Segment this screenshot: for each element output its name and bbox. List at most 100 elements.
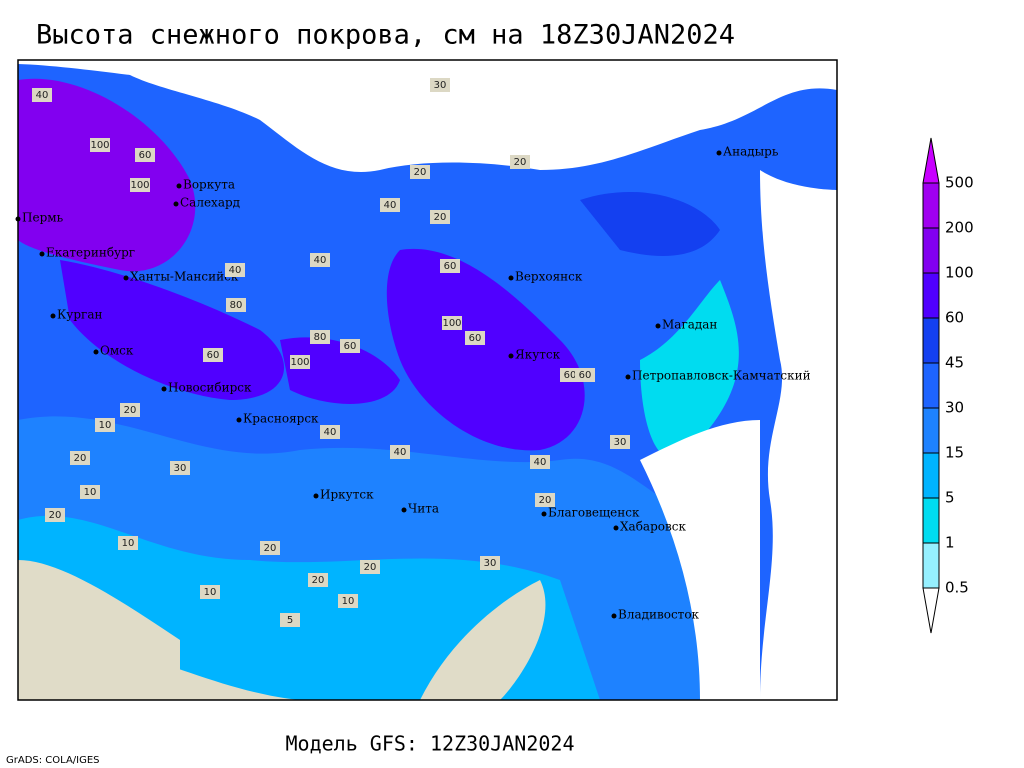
contour-label: 60	[564, 370, 577, 381]
footer: Модель GFS: 12Z30JAN2024	[286, 732, 575, 756]
city-dot	[313, 493, 319, 499]
contour-label-box	[118, 536, 138, 550]
colorbar-label: 500	[945, 174, 974, 192]
contour-label: 10	[122, 538, 135, 549]
credit: GrADS: COLA/IGES	[6, 755, 100, 766]
city-dot	[541, 511, 547, 517]
contour-label: 20	[312, 575, 325, 586]
city-dot	[15, 216, 21, 222]
colorbar-box	[922, 227, 940, 274]
contour-label: 30	[434, 80, 447, 91]
contour-label-box	[430, 78, 450, 92]
city-label: Салехард	[180, 196, 240, 210]
colorbar-label: 5	[945, 489, 955, 507]
city-dot	[716, 150, 722, 156]
city-label: Магадан	[662, 318, 717, 332]
contour-label: 100	[290, 357, 309, 368]
contour-label: 60	[139, 150, 152, 161]
colorbar-label: 30	[945, 399, 964, 417]
contour-label: 60	[207, 350, 220, 361]
contour-label-box	[310, 253, 330, 267]
contour-label: 100	[130, 180, 149, 191]
colorbar-label: 200	[945, 219, 974, 237]
city-dot	[50, 313, 56, 319]
contour-label-box	[310, 330, 330, 344]
city-dot	[39, 251, 45, 257]
contour-label: 40	[229, 265, 242, 276]
contour-label: 40	[394, 447, 407, 458]
contour-label-box	[90, 138, 110, 152]
contour-label: 20	[539, 495, 552, 506]
city-label: Анадырь	[723, 145, 779, 159]
contour-label-box	[390, 445, 410, 459]
colorbar-box	[922, 497, 940, 544]
contour-label-box	[308, 573, 328, 587]
city-dot	[161, 386, 167, 392]
contour-label-box	[280, 613, 300, 627]
city-label: Воркута	[183, 178, 235, 192]
contour-label-box	[260, 541, 280, 555]
contour-label-box	[203, 348, 223, 362]
colorbar-label: 45	[945, 354, 964, 372]
contour-label-box	[465, 331, 485, 345]
contour-label-box	[45, 508, 65, 522]
colorbar-box	[922, 407, 940, 454]
contour-label-box	[320, 425, 340, 439]
contour-label: 80	[230, 300, 243, 311]
city-dot	[508, 275, 514, 281]
contour-label: 5	[287, 615, 293, 626]
contour-label-box	[360, 560, 380, 574]
contour-label-box	[226, 298, 246, 312]
contour-label: 40	[314, 255, 327, 266]
contour-label: 20	[49, 510, 62, 521]
city-label: Курган	[57, 308, 102, 322]
contour-label-box	[510, 155, 530, 169]
contour-label-box	[410, 165, 430, 179]
city-label: Омск	[100, 344, 134, 358]
contour-label-box	[130, 178, 150, 192]
contour-label: 60	[469, 333, 482, 344]
city-label: Красноярск	[243, 412, 319, 426]
city-dot	[123, 275, 129, 281]
colorbar-label: 100	[945, 264, 974, 282]
colorbar-box	[922, 452, 940, 499]
contour-label: 20	[74, 453, 87, 464]
city-dot	[236, 417, 242, 423]
colorbar-label: 15	[945, 444, 964, 462]
contour-label-box	[610, 435, 630, 449]
city-label: Хабаровск	[620, 520, 686, 534]
colorbar-label: 0.5	[945, 579, 969, 597]
city-dot	[173, 201, 179, 207]
contour-label-box	[120, 403, 140, 417]
contour-label-box	[442, 316, 462, 330]
city-dot	[508, 353, 514, 359]
contour-label-box	[430, 210, 450, 224]
city-label: Верхоянск	[515, 270, 583, 284]
city-dot	[655, 323, 661, 329]
contour-label-box	[225, 263, 245, 277]
contour-label-box	[340, 339, 360, 353]
contour-label-box	[440, 259, 460, 273]
colorbar-box	[922, 542, 940, 589]
contour-label: 60	[579, 370, 592, 381]
city-label: Якутск	[515, 348, 561, 362]
city-label: Новосибирск	[168, 381, 252, 395]
contour-label-box	[338, 594, 358, 608]
colorbar-box	[922, 362, 940, 409]
contour-label: 10	[204, 587, 217, 598]
contour-label: 10	[99, 420, 112, 431]
contour-label: 10	[342, 596, 355, 607]
contour-label: 100	[442, 318, 461, 329]
contour-label-box	[80, 485, 100, 499]
contour-label: 10	[84, 487, 97, 498]
contour-label: 40	[384, 200, 397, 211]
contour-label-box	[380, 198, 400, 212]
contour-label-box	[70, 451, 90, 465]
contour-label: 80	[314, 332, 327, 343]
colorbar-label: 60	[945, 309, 964, 327]
contour-label: 30	[484, 558, 497, 569]
contour-label-box	[95, 418, 115, 432]
contour-label: 20	[364, 562, 377, 573]
contour-label-box	[575, 368, 595, 382]
city-dot	[625, 374, 631, 380]
